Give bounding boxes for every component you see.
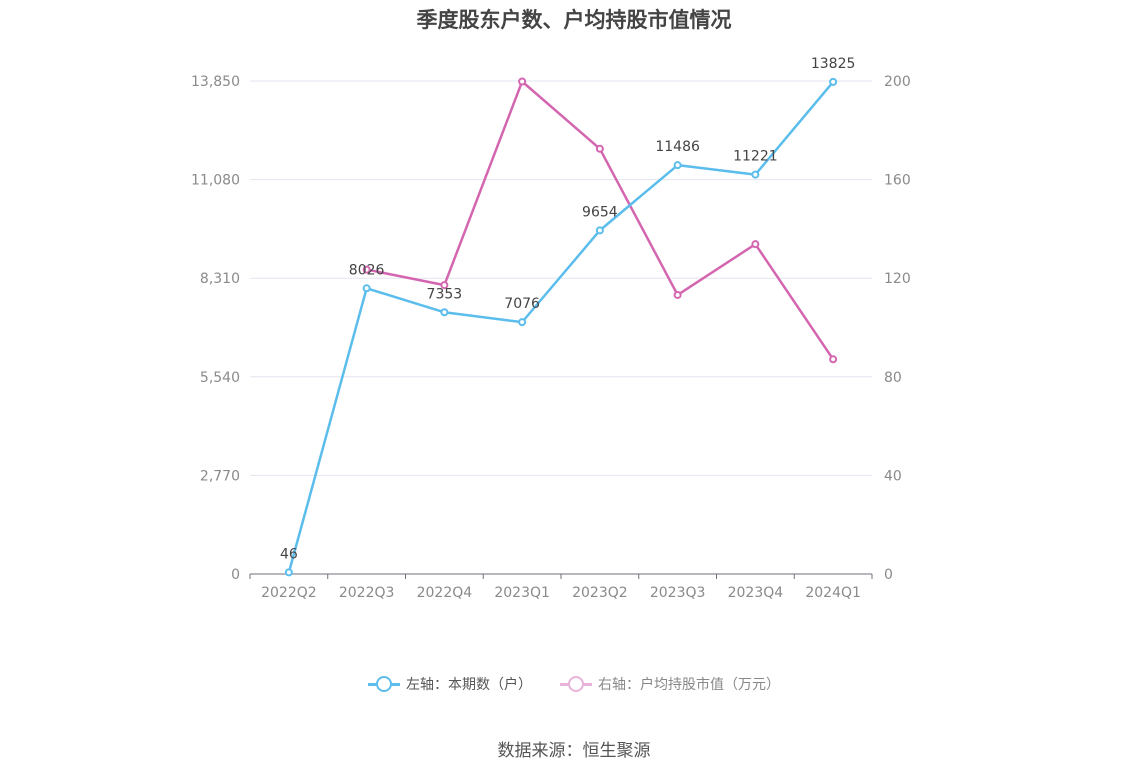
left-series-point <box>751 170 760 179</box>
right-axis-tick-label: 0 <box>884 567 893 583</box>
left-series-data-label: 11486 <box>655 139 700 155</box>
x-axis-category-label: 2024Q1 <box>805 585 861 601</box>
right-axis-tick-label: 40 <box>884 468 902 484</box>
legend-swatch-right-icon <box>560 676 592 692</box>
right-series-point <box>673 290 682 299</box>
left-series-point <box>595 226 604 235</box>
left-axis-tick-label: 8,310 <box>200 271 240 287</box>
legend-item-right[interactable]: 右轴：户均持股市值（万元） <box>560 674 780 694</box>
left-axis-tick-label: 5,540 <box>200 370 240 386</box>
left-series-data-label: 7076 <box>504 296 540 312</box>
left-axis-tick-label: 2,770 <box>200 468 240 484</box>
left-series-line <box>287 81 835 573</box>
left-series-data-label: 46 <box>280 546 298 562</box>
x-axis-category-label: 2022Q4 <box>417 585 473 601</box>
right-series-point <box>751 240 760 249</box>
left-axis-tick-label: 11,080 <box>191 173 240 189</box>
left-axis-tick-label: 13,850 <box>191 74 240 90</box>
left-series-point <box>829 77 838 86</box>
right-series-point <box>362 265 371 274</box>
left-series-data-label: 13825 <box>811 56 856 72</box>
left-series-point <box>284 568 293 577</box>
left-series-data-label: 7353 <box>427 286 463 302</box>
right-axis-tick-label: 160 <box>884 173 911 189</box>
chart-canvas: 0 2,770 5,540 8,310 11,080 13,850 0 40 80 120 160 2… <box>191 56 911 601</box>
chart-legend: 左轴：本期数（户） 右轴：户均持股市值（万元） <box>0 674 1148 694</box>
right-axis-tick-label: 200 <box>884 74 911 90</box>
left-series-data-label: 9654 <box>582 204 618 220</box>
right-axis-tick-label: 80 <box>884 370 902 386</box>
legend-label-right: 右轴：户均持股市值（万元） <box>598 677 780 693</box>
left-series-data-label: 8026 <box>349 262 385 278</box>
x-axis-category-label: 2023Q3 <box>650 585 706 601</box>
left-series-point <box>362 284 371 293</box>
legend-swatch-left-icon <box>368 676 400 692</box>
x-axis-category-label: 2023Q2 <box>572 585 628 601</box>
right-series-point <box>440 281 449 290</box>
left-series-point <box>440 308 449 317</box>
x-axis-category-label: 2022Q3 <box>339 585 395 601</box>
x-axis-category-label: 2023Q4 <box>728 585 784 601</box>
left-series-point <box>518 318 527 327</box>
right-series-point <box>829 355 838 364</box>
legend-item-left[interactable]: 左轴：本期数（户） <box>368 674 532 694</box>
right-series-line <box>366 80 835 360</box>
right-axis-tick-label: 120 <box>884 271 911 287</box>
right-series-point <box>518 77 527 86</box>
left-series-point <box>673 161 682 170</box>
left-axis-tick-label: 0 <box>231 567 240 583</box>
x-axis-category-label: 2023Q1 <box>494 585 550 601</box>
right-series-point <box>595 144 604 153</box>
left-series-data-label: 11221 <box>733 149 778 165</box>
x-axis-category-label: 2022Q2 <box>261 585 317 601</box>
chart-title: 季度股东户数、户均持股市值情况 <box>416 8 732 32</box>
data-source-note: 数据来源：恒生聚源 <box>497 741 651 761</box>
legend-label-left: 左轴：本期数（户） <box>406 677 532 693</box>
